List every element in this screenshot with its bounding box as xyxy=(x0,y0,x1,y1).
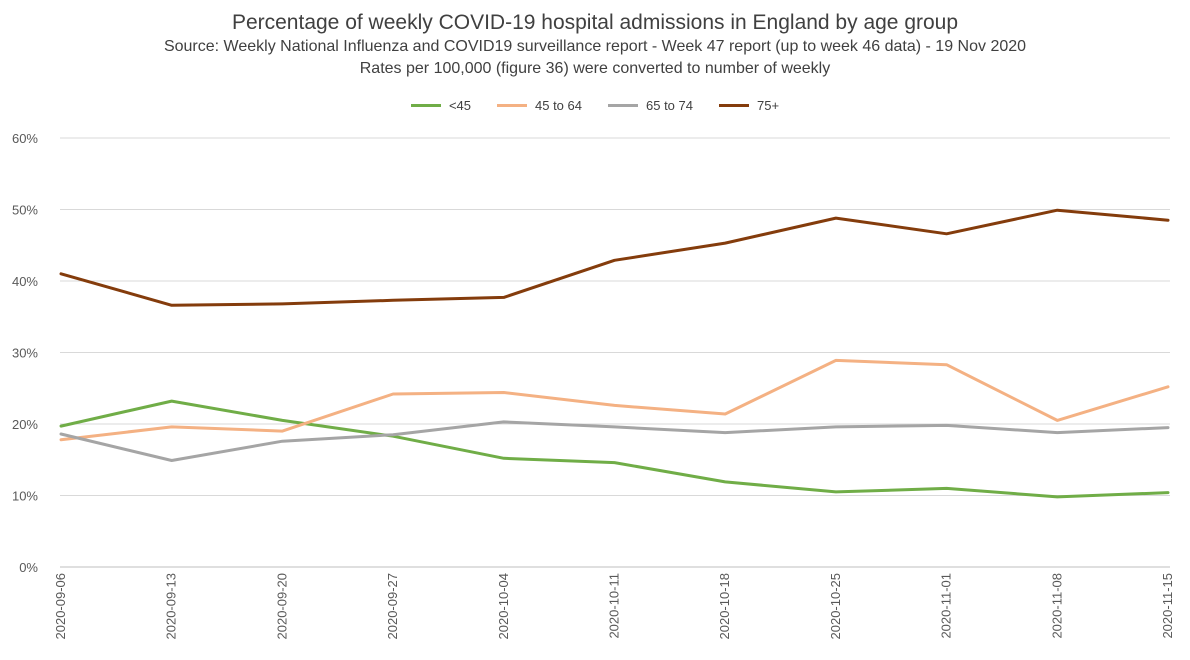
legend-label-under-45: <45 xyxy=(448,98,471,113)
y-tick-label: 20% xyxy=(12,417,38,432)
y-tick-label: 0% xyxy=(19,560,38,575)
x-tick-label: 2020-11-08 xyxy=(1049,573,1064,639)
y-tick-label: 40% xyxy=(12,274,38,289)
x-tick-label: 2020-11-01 xyxy=(939,573,954,639)
x-tick-label: 2020-10-18 xyxy=(717,573,732,640)
legend-swatch-under-45 xyxy=(410,104,441,107)
chart-legend: <45 45 to 64 65 to 74 75+ xyxy=(0,98,1190,113)
x-tick-label: 2020-10-11 xyxy=(607,573,622,639)
chart-subtitle-line-1: Source: Weekly National Influenza and CO… xyxy=(163,38,1027,55)
legend-label-45-to-64: 45 to 64 xyxy=(535,98,582,113)
legend-label-65-to-74: 65 to 74 xyxy=(646,98,693,113)
legend-label-75-plus: 75+ xyxy=(757,98,780,113)
series-line xyxy=(59,399,1170,499)
chart-title: Percentage of weekly COVID-19 hospital a… xyxy=(231,11,959,34)
legend-item-65-to-74: 65 to 74 xyxy=(608,98,693,113)
chart-titles: Percentage of weekly COVID-19 hospital a… xyxy=(0,10,1190,80)
y-tick-label: 50% xyxy=(12,203,38,218)
series-line xyxy=(59,420,1170,462)
x-tick-label: 2020-09-27 xyxy=(385,573,400,640)
x-tick-label: 2020-09-20 xyxy=(274,573,289,640)
chart-subtitle-line-2: Rates per 100,000 (figure 36) were conve… xyxy=(359,60,831,77)
legend-item-75-plus: 75+ xyxy=(719,98,779,113)
y-tick-label: 10% xyxy=(12,489,38,504)
legend-item-under-45: <45 xyxy=(410,98,471,113)
legend-swatch-65-to-74 xyxy=(608,104,638,107)
series-line xyxy=(59,208,1170,307)
x-tick-label: 2020-10-04 xyxy=(496,573,511,640)
legend-swatch-45-to-64 xyxy=(497,104,527,107)
legend-swatch-75-plus xyxy=(719,104,749,107)
y-tick-label: 60% xyxy=(12,131,38,146)
x-tick-label: 2020-09-13 xyxy=(164,573,179,640)
x-tick-label: 2020-10-25 xyxy=(828,573,843,640)
legend-item-45-to-64: 45 to 64 xyxy=(497,98,582,113)
series-line xyxy=(59,358,1170,442)
x-tick-label: 2020-09-06 xyxy=(53,573,68,640)
y-tick-label: 30% xyxy=(12,346,38,361)
x-tick-label: 2020-11-15 xyxy=(1160,573,1175,639)
